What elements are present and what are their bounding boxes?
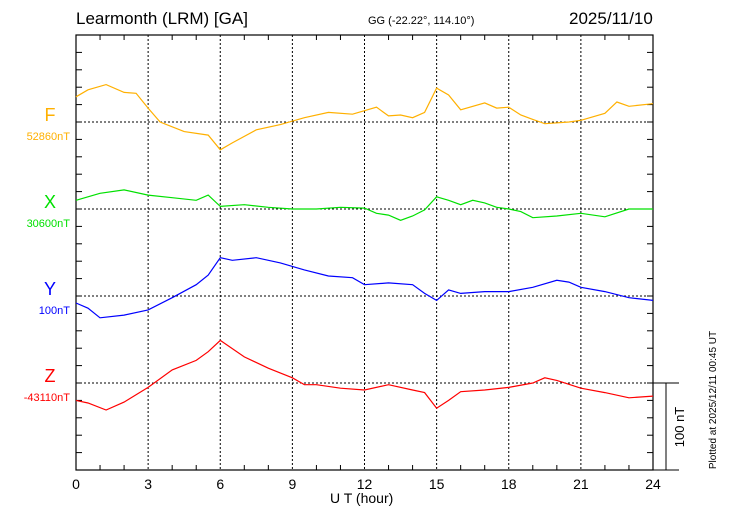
- series-name-x: X: [44, 192, 56, 212]
- chart-title: Learmonth (LRM) [GA]: [76, 9, 248, 28]
- scale-bar-label: 100 nT: [672, 407, 687, 448]
- x-tick-label: 12: [357, 476, 373, 492]
- series-name-y: Y: [44, 279, 56, 299]
- x-tick-label: 9: [288, 476, 296, 492]
- series-baseline-label: 52860nT: [27, 131, 71, 143]
- x-tick-label: 21: [573, 476, 589, 492]
- series-line-z: [75, 339, 654, 411]
- x-tick-label: 18: [501, 476, 517, 492]
- series-line-y: [75, 257, 654, 319]
- x-tick-label: 3: [144, 476, 152, 492]
- series-baseline-label: 100nT: [39, 305, 70, 317]
- series-line-f: [75, 83, 654, 151]
- plotted-note: Plotted at 2025/12/11 00:45 UT: [708, 331, 719, 469]
- plot-frame: [75, 34, 654, 471]
- chart-date: 2025/11/10: [569, 9, 653, 28]
- x-tick-label: 6: [216, 476, 224, 492]
- series-name-f: F: [45, 105, 56, 125]
- x-tick-label: 15: [429, 476, 445, 492]
- series-line-x: [75, 189, 653, 221]
- series-baseline-label: -43110nT: [24, 392, 71, 404]
- series-name-z: Z: [45, 366, 56, 386]
- station-coords: GG (-22.22°, 114.10°): [368, 15, 475, 27]
- x-tick-label: 24: [645, 476, 661, 492]
- series-baseline-label: 30600nT: [27, 218, 71, 230]
- x-tick-label: 0: [72, 476, 80, 492]
- x-axis-label: U T (hour): [330, 490, 394, 506]
